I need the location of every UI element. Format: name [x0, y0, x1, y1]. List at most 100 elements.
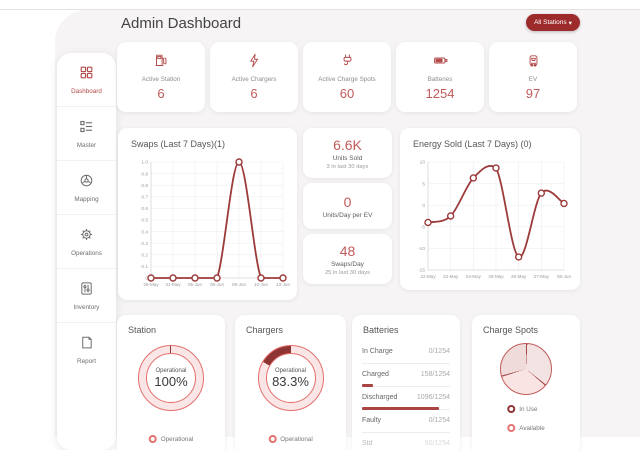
stat-value: 6: [250, 86, 258, 101]
stat-value: 97: [525, 86, 541, 101]
svg-text:26-May: 26-May: [511, 274, 527, 279]
sidebar-item-master[interactable]: Master: [57, 107, 116, 161]
charger-bolt-icon: [247, 53, 262, 73]
stat-label: Active Station: [141, 76, 181, 83]
kpi-value: 6.6K: [333, 136, 362, 153]
kpi-card-units-per-day-ev: 0 Units/Day per EV: [303, 183, 392, 229]
swaps-line-chart: 0 0.1 0.2 0.3 0.4 0.5 0.6 0.7 0.8 0.9 1.0 29-May 31-…: [141, 158, 290, 287]
battery-status-value: 0/1254: [428, 348, 450, 355]
kpi-label: Swaps/Day: [331, 260, 364, 268]
legend-label: Operational: [160, 435, 194, 443]
legend-label: Available: [519, 424, 545, 432]
stat-label: Active Chargers: [231, 76, 277, 83]
battery-status-label: Discharged: [362, 394, 398, 401]
battery-status-value: 0/1254: [428, 417, 450, 424]
stat-card-active-charge-spots: Active Charge Spots 60: [303, 42, 391, 112]
station-card-title: Station: [128, 325, 157, 335]
legend-label: Operational: [280, 435, 313, 443]
sidebar-item-inventory[interactable]: Inventory: [57, 269, 116, 323]
batteries-card-title: Batteries: [363, 325, 399, 335]
battery-row: Discharged 1096/1254: [362, 387, 450, 410]
battery-row: Charged 158/1254: [362, 364, 450, 387]
battery-progress-bar: [362, 407, 439, 410]
top-border-line: [0, 9, 640, 10]
charge-spots-card-title: Charge Spots: [483, 325, 539, 335]
sidebar-item-label: Master: [76, 141, 97, 149]
page-title: Admin Dashboard: [121, 15, 242, 32]
svg-text:0: 0: [422, 203, 425, 209]
station-donut-card: Station Operational 100% Operational: [117, 315, 225, 450]
kpi-card-swaps-per-day: 48 Swaps/Day 25 in last 30 days: [303, 234, 392, 284]
stat-value: 6: [157, 86, 165, 101]
report-document-icon: [79, 335, 94, 355]
chargers-donut-chart: Operational 83.3%: [257, 345, 324, 411]
battery-row: In Charge 0/1254: [362, 341, 450, 364]
svg-text:1.0: 1.0: [141, 160, 148, 166]
station-donut-chart: Operational 100%: [138, 345, 204, 411]
donut-center-label: Operational: [155, 367, 187, 374]
kpi-card-units-sold: 6.6K Units Sold 3 in last 30 days: [303, 128, 392, 178]
svg-text:10-Jun: 10-Jun: [254, 282, 268, 287]
sidebar-item-label: Inventory: [73, 303, 100, 311]
legend-circle-icon: [507, 405, 516, 413]
stat-label: Batteries: [427, 76, 453, 83]
station-donut-center: Operational 100%: [146, 353, 196, 403]
chargers-donut-card: Chargers Operational 83.3% Operational: [235, 315, 346, 450]
sidebar-item-report[interactable]: Report: [57, 323, 116, 377]
battery-status-label: In Charge: [362, 348, 393, 355]
donut-center-value: 83.3%: [272, 373, 309, 389]
chargers-donut-center: Operational 83.3%: [265, 353, 316, 403]
kpi-sub: 3 in last 30 days: [326, 163, 369, 170]
svg-text:-10: -10: [418, 246, 425, 252]
svg-text:0.9: 0.9: [141, 171, 148, 177]
sidebar-item-label: Mapping: [74, 195, 99, 203]
ev-vehicle-icon: [526, 53, 541, 73]
sidebar-item-dashboard[interactable]: Dashboard: [57, 53, 116, 107]
stat-card-active-station: Active Station 6: [117, 42, 205, 112]
battery-status-label: Std: [362, 440, 373, 447]
sidebar: Dashboard Master Mapping Operati: [57, 53, 116, 450]
svg-text:-15: -15: [418, 268, 425, 274]
chevron-down-icon: ▾: [568, 19, 572, 27]
charge-spots-legend: In Use Available: [507, 405, 545, 432]
stat-card-batteries: Batteries 1254: [396, 42, 484, 112]
station-filter-button[interactable]: All Stations ▾: [526, 14, 580, 31]
battery-row-track: [362, 429, 450, 433]
master-checklist-icon: [79, 119, 94, 139]
sidebar-item-operations[interactable]: Operations: [57, 215, 116, 269]
legend-item-in-use: In Use: [507, 405, 544, 413]
battery-row: Faulty 0/1254: [362, 410, 450, 433]
svg-text:10: 10: [420, 160, 426, 166]
chargers-legend: Operational: [268, 435, 313, 443]
svg-text:0.8: 0.8: [141, 183, 148, 189]
battery-icon: [433, 53, 448, 73]
sidebar-item-mapping[interactable]: Mapping: [57, 161, 116, 215]
sidebar-item-label: Operations: [71, 249, 102, 257]
battery-status-value: 50/1254: [424, 440, 450, 447]
svg-text:-5: -5: [421, 225, 426, 231]
stat-card-active-chargers: Active Chargers 6: [210, 42, 298, 112]
swaps-chart-title: Swaps (Last 7 Days)(1): [131, 139, 226, 149]
inventory-sliders-icon: [79, 281, 94, 301]
svg-text:29-May: 29-May: [143, 282, 159, 287]
svg-text:31-May: 31-May: [165, 282, 181, 287]
kpi-value: 0: [343, 193, 352, 210]
svg-text:0.4: 0.4: [141, 229, 148, 235]
operations-gear-icon: [79, 227, 94, 247]
energy-line-chart: -15 -10 -5 0 5 10 22-May 23-May 24-May 25-May 26-M…: [418, 160, 571, 279]
energy-chart-title: Energy Sold (Last 7 Days) (0): [413, 139, 532, 149]
stat-label: EV: [528, 76, 538, 83]
svg-text:09-Jun: 09-Jun: [232, 282, 246, 287]
legend-item-available: Available: [507, 424, 545, 432]
battery-status-label: Charged: [362, 371, 389, 378]
stat-value: 60: [339, 86, 355, 101]
battery-progress-bar: [362, 384, 374, 387]
svg-text:0.3: 0.3: [141, 241, 148, 247]
dashboard-grid-icon: [79, 65, 94, 85]
donut-center-value: 100%: [154, 373, 188, 389]
svg-text:0.5: 0.5: [141, 218, 148, 224]
stat-cards-row: Active Station 6 Active Chargers 6 Activ…: [117, 42, 577, 112]
svg-text:08-Jun: 08-Jun: [557, 274, 571, 279]
charge-spots-pie-chart: [500, 343, 552, 395]
battery-status-label: Faulty: [362, 417, 382, 424]
